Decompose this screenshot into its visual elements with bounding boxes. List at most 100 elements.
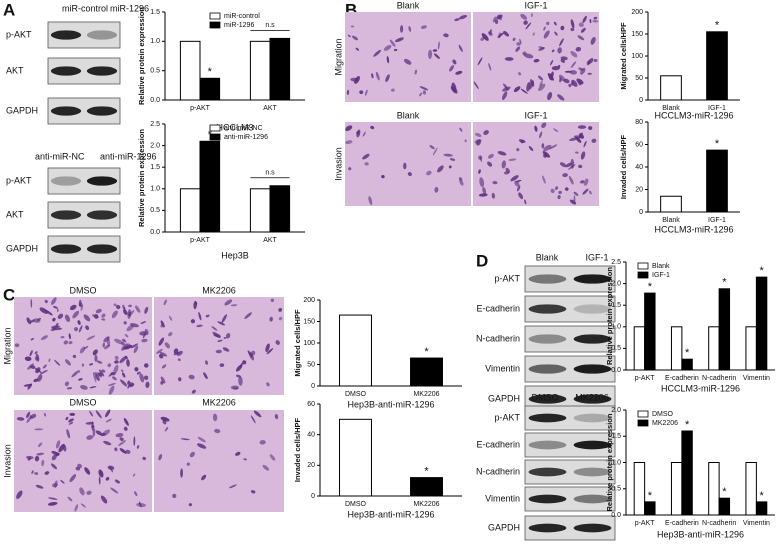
y-tick-label: 200 [631, 9, 643, 16]
cell [568, 83, 571, 88]
cell [160, 320, 165, 328]
cell [516, 148, 520, 152]
blot-band [50, 66, 82, 76]
cell [432, 49, 438, 52]
cell [29, 319, 35, 323]
cell [29, 350, 33, 357]
bar [269, 185, 291, 233]
cell [180, 468, 183, 478]
cell [198, 312, 202, 321]
cell [520, 88, 528, 94]
cell [113, 303, 117, 307]
blot-row-label: GAPDH [6, 105, 38, 115]
cell [80, 385, 88, 390]
cell [139, 331, 149, 336]
cell [103, 344, 111, 350]
blot-band [86, 176, 118, 186]
cell [451, 82, 457, 93]
cell [158, 454, 163, 461]
cell [101, 369, 106, 373]
cell [191, 389, 196, 394]
blot-row-label: GAPDH [488, 393, 520, 403]
x-axis-label: Hep3B [221, 250, 249, 260]
cell [518, 192, 524, 200]
x-tick-label: Vimentin [743, 520, 770, 527]
x-tick-label: E-cadherin [665, 375, 699, 382]
cell [528, 145, 534, 152]
cell [100, 432, 106, 437]
cell [508, 158, 517, 161]
cell [136, 371, 141, 375]
x-tick-label: N-cadherin [702, 375, 736, 382]
micrograph-column-label: MK2206 [202, 285, 236, 295]
cell [497, 151, 507, 156]
bar [745, 326, 757, 371]
blot-band [528, 274, 567, 284]
cell [570, 61, 577, 69]
y-tick-label: 1.5 [611, 302, 621, 309]
blot-band [573, 440, 612, 450]
cell [539, 131, 543, 139]
cell [62, 444, 67, 452]
cell [47, 501, 58, 506]
cell [557, 94, 565, 101]
bar [681, 430, 693, 516]
panel-label: D [476, 251, 488, 270]
cell [71, 370, 79, 378]
cell [163, 299, 167, 306]
cell [69, 304, 77, 311]
cell [448, 165, 452, 169]
micrograph-column-label: DMSO [70, 397, 97, 407]
cell [530, 13, 533, 18]
cell [525, 22, 532, 30]
cell [543, 153, 548, 158]
blot-band [528, 413, 567, 423]
cell [449, 65, 455, 72]
cell [108, 382, 116, 386]
cell [81, 363, 84, 367]
cell [64, 381, 69, 387]
significance-mark: * [715, 138, 720, 150]
cell [571, 79, 578, 87]
cell [123, 426, 128, 431]
blot-row-label: N-cadherin [476, 466, 520, 476]
cell [373, 49, 382, 57]
significance-mark: n.s [265, 22, 275, 29]
y-tick-label: 0.5 [150, 207, 160, 214]
y-tick-label: 60 [307, 401, 315, 408]
cell [48, 358, 51, 363]
legend-label: IGF-1 [652, 272, 670, 279]
cell [103, 336, 110, 343]
cell [172, 493, 177, 499]
cell [582, 15, 587, 23]
cell [492, 16, 497, 23]
bar [708, 462, 720, 516]
y-tick-label: 200 [303, 297, 315, 304]
cell [355, 47, 360, 51]
cell [127, 343, 131, 347]
cell [553, 128, 559, 133]
cell [156, 348, 163, 354]
y-tick-label: 0.0 [150, 229, 160, 236]
cell [34, 428, 44, 431]
micrograph-column-label: Blank [397, 110, 420, 120]
cell [221, 314, 228, 323]
cell [520, 13, 528, 20]
cell [516, 185, 521, 192]
cell [545, 21, 550, 26]
cell [244, 312, 252, 320]
cell [428, 49, 433, 60]
micrograph [345, 12, 471, 102]
y-tick-label: 1.5 [150, 9, 160, 16]
y-tick-label: 80 [635, 119, 643, 126]
cell [481, 33, 489, 41]
blot-row-label: Vimentin [485, 493, 520, 503]
cell [121, 342, 125, 346]
cell [356, 131, 360, 135]
x-axis-label: HCCLM3 [216, 122, 253, 132]
cell [30, 298, 33, 308]
cell [89, 363, 94, 366]
cell [193, 300, 197, 310]
cell [550, 59, 554, 66]
cell [168, 315, 173, 321]
